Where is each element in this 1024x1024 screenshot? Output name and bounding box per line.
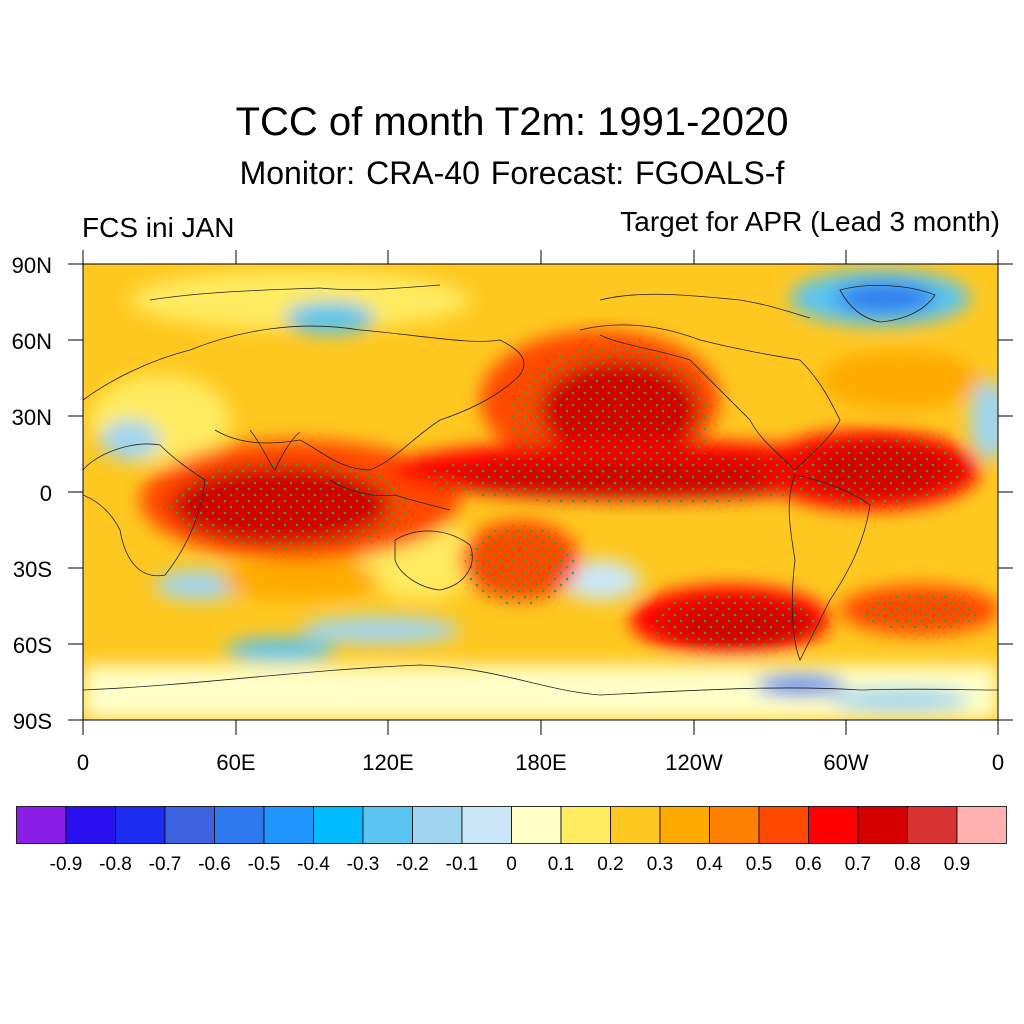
colorbar-label: -0.2 [396, 854, 429, 875]
lat-tick-label: 60S [12, 633, 52, 658]
colorbar-box [65, 806, 116, 844]
colorbar-label: 0.6 [795, 854, 822, 875]
colorbar-box [808, 806, 859, 844]
colorbar-label: -0.8 [99, 854, 132, 875]
lat-tick-label: 90N [11, 253, 52, 278]
coastlines [83, 284, 998, 696]
colorbar [16, 806, 1007, 844]
colorbar-label: 0.8 [894, 854, 921, 875]
lat-tick-marks [68, 263, 1013, 721]
colorbar-box [115, 806, 166, 844]
colorbar-label: 0.1 [547, 854, 575, 875]
colorbar-box [511, 806, 562, 844]
colorbar-label: 0.9 [943, 854, 971, 875]
colorbar-label: 0 [506, 854, 517, 875]
colorbar-box [709, 806, 760, 844]
colorbar-box [16, 806, 67, 844]
colorbar-label: -0.3 [346, 854, 380, 875]
lat-tick-label: 0 [39, 481, 52, 506]
colorbar-box [164, 806, 215, 844]
colorbar-box [907, 806, 958, 844]
lat-tick-label: 90S [12, 709, 52, 734]
colorbar-box [758, 806, 809, 844]
lon-tick-label: 60E [216, 750, 256, 775]
colorbar-label: 0.3 [646, 854, 674, 875]
figure-subtitle: Monitor: CRA-40 Forecast: FGOALS-f [239, 155, 785, 191]
colorbar-label: -0.1 [445, 854, 479, 875]
colorbar-box [263, 806, 314, 844]
colorbar-label: -0.5 [247, 854, 281, 875]
colorbar-label: 0.4 [696, 854, 723, 875]
colorbar-box [412, 806, 463, 844]
colorbar-label: -0.7 [148, 854, 182, 875]
lat-tick-label: 30N [11, 405, 52, 430]
colorbar-box [214, 806, 265, 844]
colorbar-box [313, 806, 364, 844]
lon-tick-label: 120E [362, 750, 414, 775]
colorbar-box [857, 806, 908, 844]
lon-tick-label: 0 [76, 750, 90, 775]
colorbar-box [362, 806, 413, 844]
lon-tick-label: 0 [991, 750, 1005, 775]
colorbar-label: 0.2 [597, 854, 624, 875]
lat-tick-label: 30S [12, 557, 52, 582]
target-label: Target for APR (Lead 3 month) [620, 206, 1000, 237]
colorbar-box [956, 806, 1007, 844]
lon-tick-label: 120W [665, 750, 723, 775]
colorbar-label: 0.7 [844, 854, 872, 875]
lon-tick-label: 180E [515, 750, 567, 775]
colorbar-label: -0.6 [198, 854, 231, 875]
colorbar-label: 0.5 [745, 854, 773, 875]
init-label: FCS ini JAN [82, 212, 235, 243]
colorbar-label: -0.4 [297, 854, 330, 875]
lon-tick-marks [82, 250, 999, 735]
colorbar-box [560, 806, 611, 844]
colorbar-box [659, 806, 710, 844]
colorbar-box [461, 806, 512, 844]
lon-tick-label: 60W [823, 750, 869, 775]
map-field [83, 264, 998, 720]
colorbar-box [610, 806, 661, 844]
colorbar-label: -0.9 [49, 854, 83, 875]
figure-title: TCC of month T2m: 1991-2020 [235, 100, 789, 144]
significance-stippling [170, 345, 980, 650]
lat-tick-label: 60N [11, 329, 52, 354]
colorbar-boxes [16, 806, 1007, 844]
